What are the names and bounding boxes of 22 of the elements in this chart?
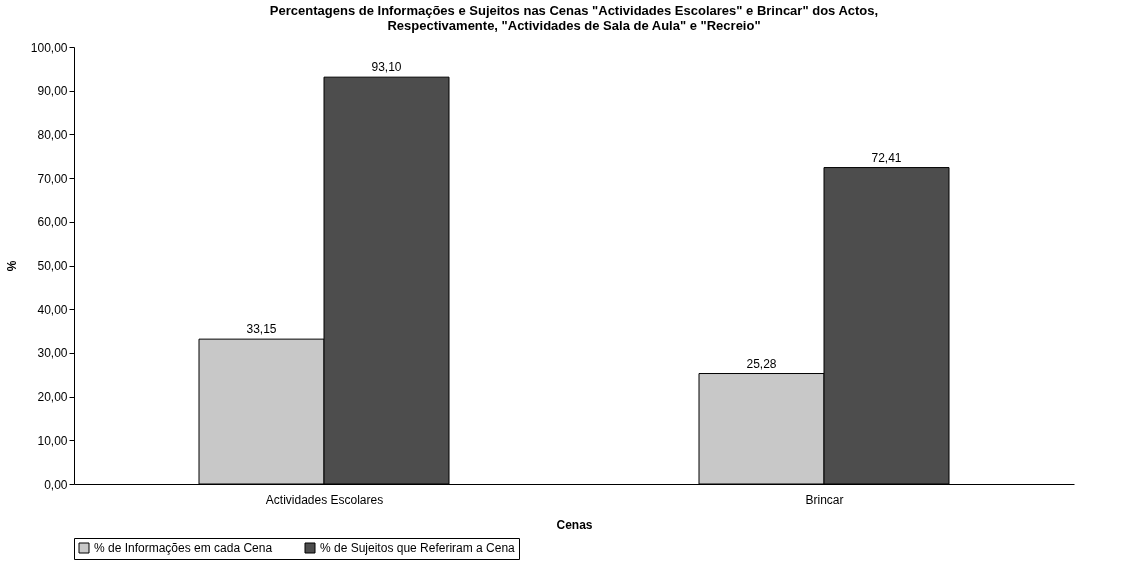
y-tick-label: 90,00 bbox=[37, 84, 68, 99]
y-tick-label: 10,00 bbox=[37, 433, 68, 448]
x-tick-label: Actividades Escolares bbox=[265, 492, 384, 507]
y-tick-label: 30,00 bbox=[37, 346, 68, 361]
data-label: 25,28 bbox=[746, 356, 777, 371]
y-axis-title: % bbox=[4, 260, 19, 272]
data-label: 93,10 bbox=[371, 60, 402, 75]
y-tick-label: 60,00 bbox=[37, 215, 68, 230]
legend-label: % de Sujeitos que Referiram a Cena bbox=[320, 541, 516, 555]
y-tick-label: 0,00 bbox=[44, 477, 68, 492]
y-tick-label: 40,00 bbox=[37, 302, 68, 317]
y-tick-label: 70,00 bbox=[37, 171, 68, 186]
x-tick-label: Brincar bbox=[805, 492, 844, 507]
y-tick-label: 100,00 bbox=[30, 40, 68, 55]
chart-title: Percentagens de Informações e Sujeitos nas Cenas "Actividades Escolares" e Brincar" dos Actos, Respectivamente, "Actividades de Sala de Aula" e "Recreio" bbox=[269, 3, 879, 33]
y-tick-label: 20,00 bbox=[37, 390, 68, 405]
y-tick-label: 80,00 bbox=[37, 127, 68, 142]
legend-label: % de Informações em cada Cena bbox=[94, 541, 273, 555]
y-tick-label: 50,00 bbox=[37, 259, 68, 273]
data-label: 33,15 bbox=[246, 322, 277, 337]
x-axis-title: Cenas bbox=[556, 517, 593, 532]
data-label: 72,41 bbox=[871, 150, 902, 165]
